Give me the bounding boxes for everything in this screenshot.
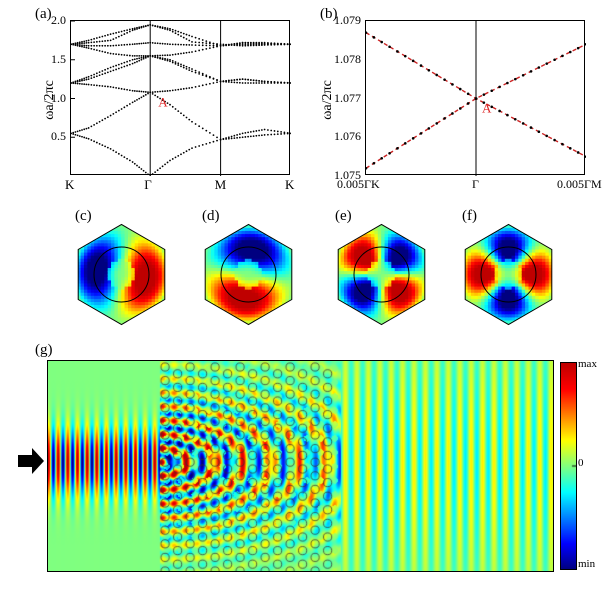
hex-e: [324, 222, 439, 332]
svg-text:A: A: [158, 94, 168, 109]
panel-a-svg: A: [71, 21, 291, 176]
panel-a-ytick: 1.0: [51, 91, 66, 106]
panel-g-canvas: [47, 360, 554, 572]
colorbar-min: min: [578, 558, 595, 570]
colorbar-max: max: [578, 358, 597, 370]
panel-a-xtick: K: [65, 177, 74, 193]
panel-a-xtick: M: [215, 177, 227, 193]
panel-b-xtick: 0.005ΓM: [557, 177, 602, 192]
panel-b-xtick: Γ: [472, 177, 479, 192]
hex-f: [451, 222, 566, 332]
panel-a-label: (a): [35, 6, 52, 23]
panel-b-plot: A: [365, 20, 585, 175]
panel-b-xtick: 0.005ΓK: [337, 177, 380, 192]
panel-b-ytick: 1.078: [334, 52, 361, 67]
panel-b-ytick: 1.076: [334, 129, 361, 144]
panel-g-label: (g): [35, 342, 53, 359]
panel-a-ytick: 2.0: [51, 13, 66, 28]
panel-a-ytick: 0.5: [51, 129, 66, 144]
beam-arrow-icon: [18, 448, 46, 474]
panel-a-ytick: 1.5: [51, 52, 66, 67]
panel-a-xtick: K: [285, 177, 294, 193]
panel-a-xtick: Γ: [144, 177, 152, 193]
panel-b-svg: A: [366, 21, 586, 176]
panel-b-ytick: 1.077: [334, 91, 361, 106]
hex-c: [64, 222, 179, 332]
panel-b-ytick: 1.079: [334, 13, 361, 28]
hex-d: [191, 222, 306, 332]
colorbar-canvas: [560, 362, 577, 570]
svg-text:A: A: [482, 101, 492, 116]
colorbar: [560, 362, 575, 568]
figure-container: (a) A ωa/2πc (b) A ωa/2πc (c) (d) (e) (f…: [0, 0, 610, 596]
panel-g-plot: [47, 360, 552, 570]
colorbar-zero: 0: [578, 457, 584, 469]
panel-a-plot: A: [70, 20, 290, 175]
panel-b-ylabel-text: ωa/2πc: [320, 80, 335, 120]
